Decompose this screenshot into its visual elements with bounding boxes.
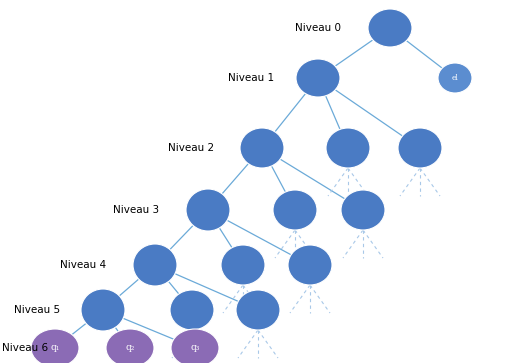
Ellipse shape xyxy=(170,290,214,330)
Text: Niveau 5: Niveau 5 xyxy=(14,305,60,315)
Text: q₁: q₁ xyxy=(50,343,59,352)
Ellipse shape xyxy=(81,289,125,331)
Ellipse shape xyxy=(438,63,472,93)
Text: Niveau 3: Niveau 3 xyxy=(113,205,159,215)
Ellipse shape xyxy=(106,329,154,363)
Ellipse shape xyxy=(288,245,332,285)
Text: q₂: q₂ xyxy=(125,343,135,352)
Ellipse shape xyxy=(273,190,317,230)
Ellipse shape xyxy=(221,245,265,285)
Ellipse shape xyxy=(296,59,340,97)
Text: Niveau 1: Niveau 1 xyxy=(228,73,274,83)
Ellipse shape xyxy=(31,329,79,363)
Ellipse shape xyxy=(341,190,385,230)
Text: Niveau 6: Niveau 6 xyxy=(2,343,48,353)
Text: q₃: q₃ xyxy=(190,343,200,352)
Text: Niveau 0: Niveau 0 xyxy=(295,23,341,33)
Ellipse shape xyxy=(133,244,177,286)
Ellipse shape xyxy=(326,128,370,168)
Ellipse shape xyxy=(368,9,412,47)
Ellipse shape xyxy=(186,189,230,231)
Ellipse shape xyxy=(236,290,280,330)
Text: el: el xyxy=(452,74,458,82)
Text: Niveau 2: Niveau 2 xyxy=(168,143,214,153)
Ellipse shape xyxy=(240,128,284,168)
Ellipse shape xyxy=(398,128,442,168)
Ellipse shape xyxy=(171,329,219,363)
Text: Niveau 4: Niveau 4 xyxy=(60,260,106,270)
